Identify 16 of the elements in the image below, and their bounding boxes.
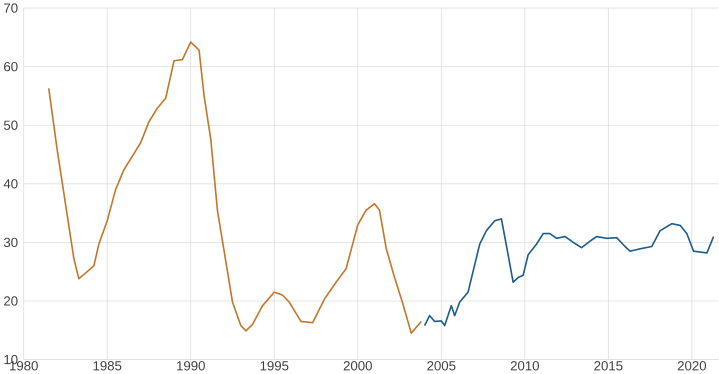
line-series	[48, 41, 422, 334]
y-tick-label: 60	[4, 62, 18, 72]
x-tick-label: 1990	[177, 361, 205, 371]
line-series	[424, 218, 714, 326]
x-tick-label: 2015	[594, 361, 622, 371]
x-tick-label: 2020	[678, 361, 706, 371]
y-tick-label: 20	[4, 296, 18, 306]
x-tick-label: 2000	[344, 361, 372, 371]
y-tick-label: 40	[4, 179, 18, 189]
y-tick-label: 30	[4, 238, 18, 248]
x-tick-label: 2005	[427, 361, 456, 371]
y-tick-label: 70	[4, 3, 18, 13]
x-tick-label: 1985	[94, 361, 122, 371]
x-tick-label: 1995	[260, 361, 288, 371]
y-tick-label: 50	[4, 120, 18, 130]
x-tick-label: 2010	[510, 361, 539, 371]
